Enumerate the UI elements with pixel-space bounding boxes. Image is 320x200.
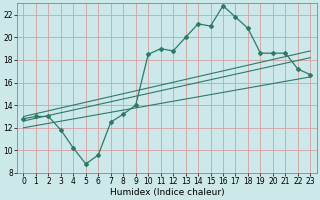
X-axis label: Humidex (Indice chaleur): Humidex (Indice chaleur): [109, 188, 224, 197]
